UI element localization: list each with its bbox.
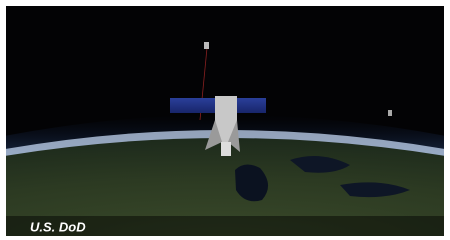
solar-panel: [170, 98, 216, 113]
caption: U.S. DoD: [30, 219, 86, 234]
scene: U.S. DoD: [0, 0, 450, 240]
screenshot: U.S. DoD: [0, 0, 450, 240]
satellite-small: [204, 42, 209, 49]
satellite-small: [388, 110, 392, 116]
solar-panel: [236, 98, 266, 113]
satellite-nozzle: [221, 142, 231, 156]
image: U.S. DoD: [0, 6, 450, 240]
